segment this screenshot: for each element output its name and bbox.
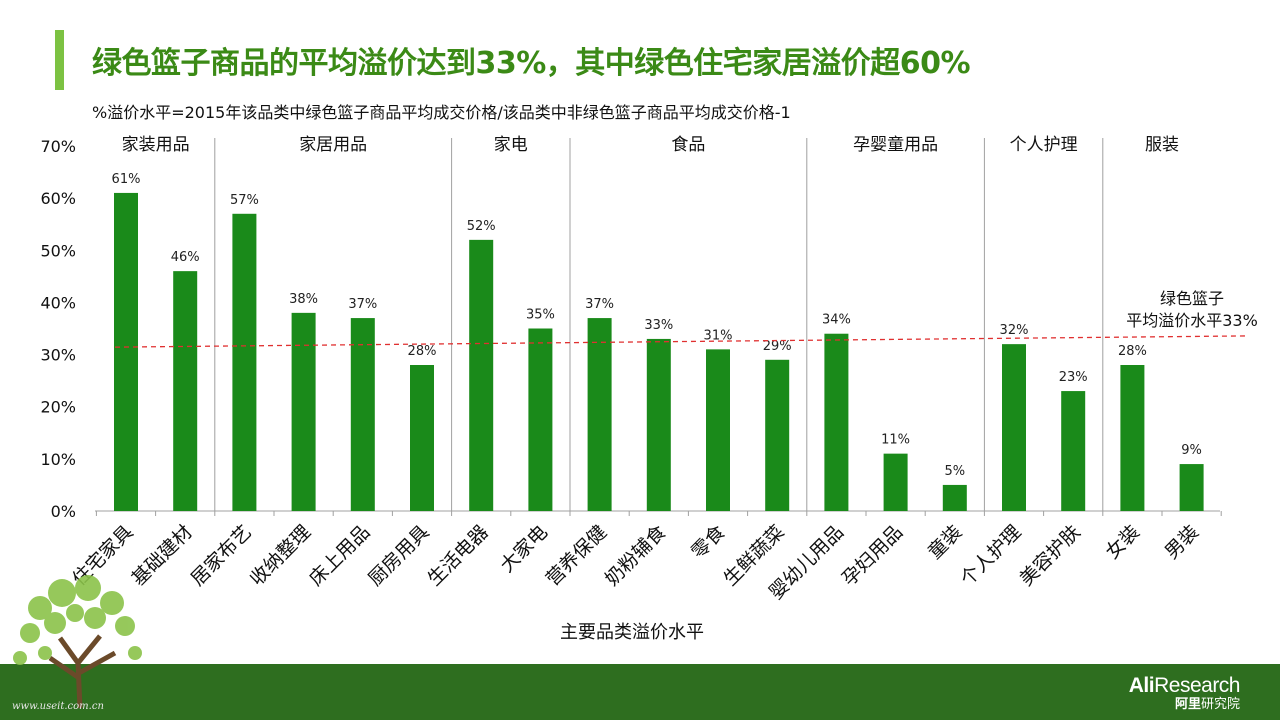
footer-band [0,664,1280,720]
bar [824,333,849,511]
data-label: 23% [1059,370,1088,385]
bar [646,338,671,511]
group-label: 食品 [671,135,705,155]
aliresearch-logo: AliResearch 阿里研究院 [1128,674,1241,712]
reference-label: 绿色篮子 [1160,289,1224,308]
reference-line [114,335,1246,348]
bar [706,349,730,511]
group-label: 家居用品 [299,135,367,155]
data-label: 31% [704,328,733,343]
bar [883,453,908,511]
data-label: 38% [289,292,318,307]
y-tick-label: 30% [40,346,76,365]
group-label: 服装 [1145,135,1179,155]
y-tick-label: 70% [40,137,76,156]
bar [1002,344,1026,511]
group-label: 家装用品 [122,135,190,155]
bar [1120,365,1145,511]
data-label: 28% [408,344,437,359]
y-tick-label: 60% [40,189,76,208]
reference-label: 平均溢价水平33% [1126,311,1258,330]
category-label: 零食 [687,521,729,563]
data-label: 34% [822,313,851,328]
bar [587,318,612,511]
bar [1179,464,1204,511]
category-label: 童装 [924,521,966,563]
category-label: 生活电器 [423,521,492,590]
data-label: 57% [230,193,259,208]
logo-en-rest: Research [1154,674,1240,697]
group-label: 孕婴童用品 [853,135,938,155]
group-label: 家电 [494,135,528,155]
logo-cn-rest: 研究院 [1200,697,1240,712]
watermark: www.useit.com.cn [12,701,104,712]
bar [942,484,967,511]
bar [765,359,790,511]
data-label: 35% [526,308,555,323]
category-label: 奶粉辅食 [601,521,670,590]
data-label: 46% [171,250,200,265]
category-label: 女装 [1101,521,1143,563]
slide-subtitle: %溢价水平=2015年该品类中绿色篮子商品平均成交价格/该品类中非绿色篮子商品平… [92,103,791,122]
data-label: 33% [644,318,673,333]
bar [469,239,494,511]
logo-en-bold: Ali [1128,674,1155,697]
category-label: 个人护理 [956,521,1025,590]
category-label: 大家电 [496,521,552,577]
bar-chart: 0%10%20%30%40%50%60%70%61%住宅家具46%基础建材57%… [40,135,1258,643]
bar [232,213,257,512]
category-label: 男装 [1161,521,1203,563]
category-label: 居家布艺 [187,521,256,590]
category-label: 美容护肤 [1015,521,1084,590]
bar [114,192,138,511]
slide-title: 绿色篮子商品的平均溢价达到33%，其中绿色住宅家居溢价超60% [92,46,971,81]
data-label: 61% [112,172,141,187]
data-label: 9% [1181,443,1202,458]
logo-cn-bold: 阿里 [1174,697,1201,712]
data-label: 32% [1000,323,1029,338]
title-accent-bar [55,30,64,90]
data-label: 37% [585,297,614,312]
data-label: 52% [467,219,496,234]
y-tick-label: 0% [51,502,76,521]
category-label: 厨房用具 [364,521,433,590]
data-label: 11% [881,433,910,448]
y-tick-label: 10% [40,450,76,469]
bar [410,365,434,511]
category-label: 床上用品 [305,521,374,590]
data-label: 29% [763,339,792,354]
bar [173,271,198,511]
bar [1061,391,1086,511]
category-label: 孕妇用品 [838,521,907,590]
data-label: 37% [348,297,377,312]
bar [291,312,316,511]
bar [350,318,375,511]
group-label: 个人护理 [1010,135,1078,155]
category-label: 收纳整理 [246,521,315,590]
y-tick-label: 50% [40,241,76,260]
data-label: 28% [1118,344,1147,359]
y-tick-label: 40% [40,293,76,312]
category-label: 营养保健 [542,521,611,590]
y-tick-label: 20% [40,398,76,417]
tree-icon [13,575,142,708]
bar [528,328,553,511]
x-axis-title: 主要品类溢价水平 [560,622,704,643]
data-label: 5% [944,464,965,479]
